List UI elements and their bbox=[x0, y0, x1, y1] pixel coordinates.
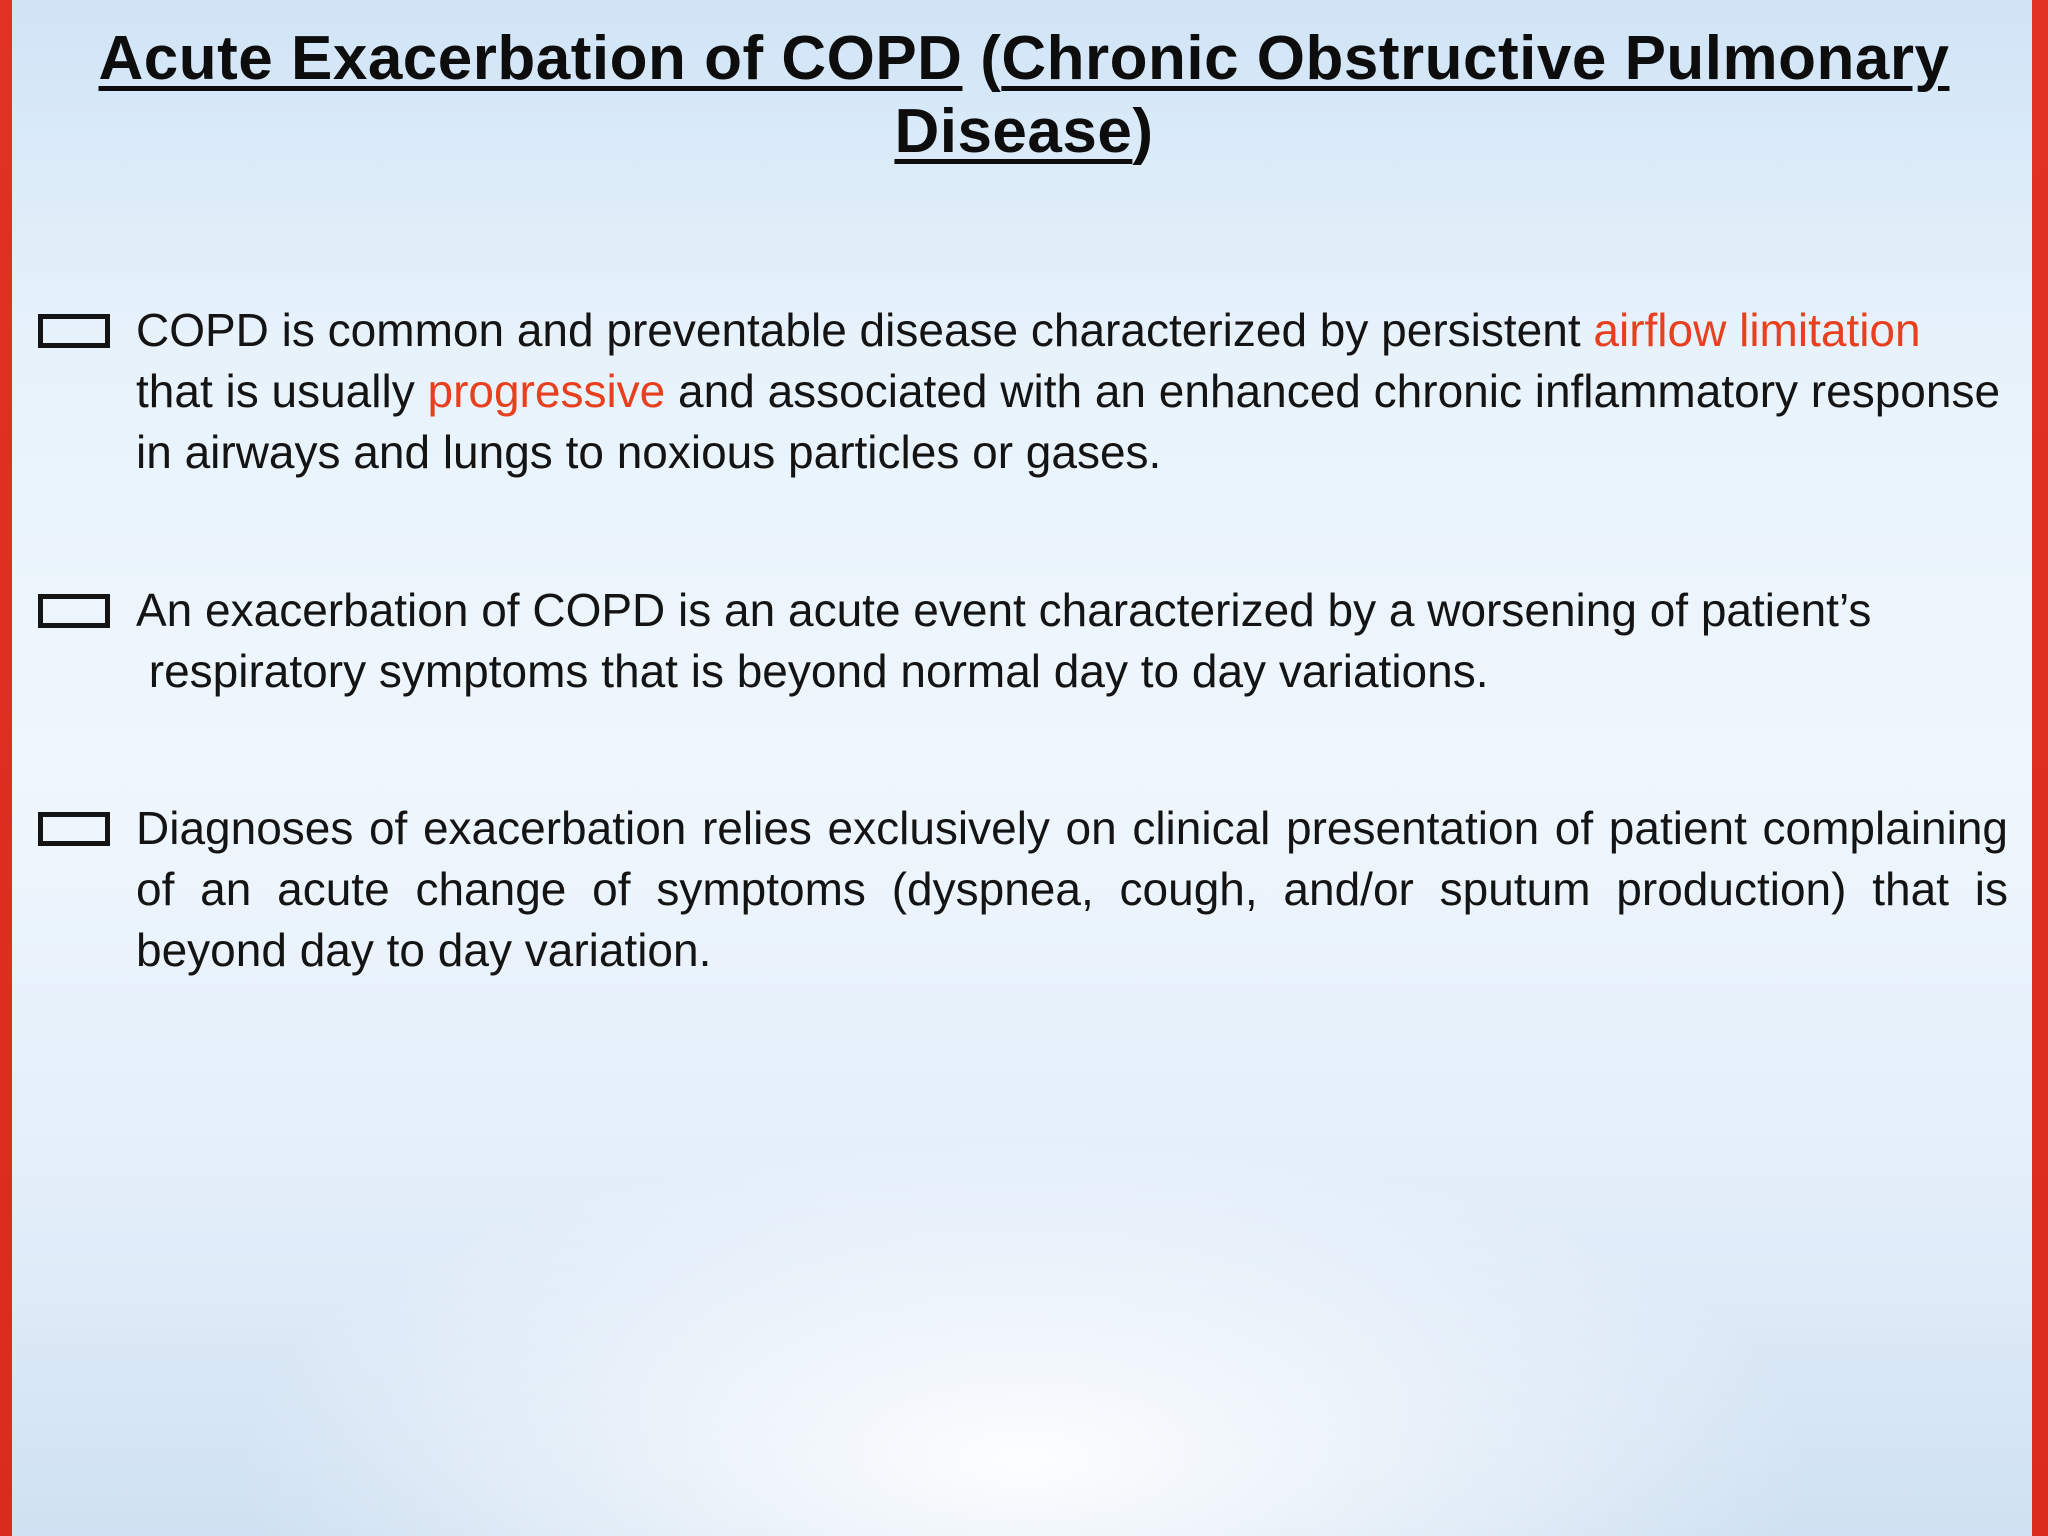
bullet-text-copd-definition: COPD is common and preventable disease c… bbox=[136, 304, 2001, 479]
slide-title: Acute Exacerbation of COPD (Chronic Obst… bbox=[98, 24, 1950, 167]
hollow-square-bullet-icon bbox=[38, 314, 110, 348]
hollow-square-bullet-icon bbox=[38, 593, 110, 628]
hollow-square-bullet-icon bbox=[38, 811, 110, 846]
right-red-border bbox=[2032, 0, 2048, 1536]
bullet-text-diagnosis: Diagnoses of exacerbation relies exclusi… bbox=[136, 801, 2008, 977]
left-red-border bbox=[0, 0, 12, 1536]
bullet-item-exacerbation-definition: An exacerbation of COPD is an acute even… bbox=[30, 580, 2008, 702]
bullet-item-copd-definition: COPD is common and preventable disease c… bbox=[30, 300, 2008, 484]
bullet-text-exacerbation-definition: An exacerbation of COPD is an acute even… bbox=[136, 583, 1872, 697]
bullet-list: COPD is common and preventable disease c… bbox=[30, 300, 2008, 1077]
bullet-item-diagnosis: Diagnoses of exacerbation relies exclusi… bbox=[30, 798, 2008, 982]
